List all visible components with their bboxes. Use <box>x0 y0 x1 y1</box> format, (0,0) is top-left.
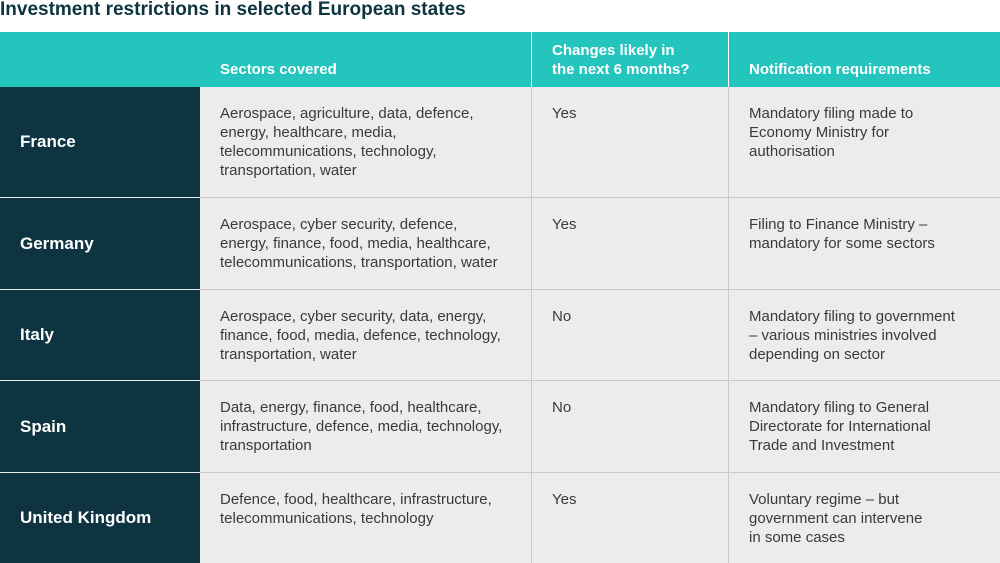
sectors-line: telecommunications, transportation, wate… <box>220 254 498 271</box>
sectors-line: Defence, food, healthcare, infrastructur… <box>220 491 492 508</box>
notification-cell: Mandatory filing to government – various … <box>728 289 1000 380</box>
changes-cell: No <box>531 289 728 380</box>
sectors-line: Aerospace, agriculture, data, defence, <box>220 105 474 122</box>
sectors-line: telecommunications, technology <box>220 510 434 527</box>
notification-line: government can intervene <box>749 510 923 527</box>
country-cell: Italy <box>0 289 200 380</box>
changes-cell: No <box>531 380 728 472</box>
changes-cell: Yes <box>531 472 728 563</box>
notification-line: Trade and Investment <box>749 437 895 454</box>
notification-cell: Mandatory filing made to Economy Ministry… <box>728 87 1000 197</box>
notification-line: depending on sector <box>749 346 885 363</box>
header-country <box>0 32 200 87</box>
header-changes: Changes likely in the next 6 months? <box>531 32 728 87</box>
sectors-line: telecommunications, technology, <box>220 143 437 160</box>
notification-line: Directorate for International <box>749 418 931 435</box>
sectors-cell: Aerospace, cyber security, defence, energ… <box>200 197 531 289</box>
notification-cell: Mandatory filing to General Directorate f… <box>728 380 1000 472</box>
sectors-cell: Aerospace, cyber security, data, energy,… <box>200 289 531 380</box>
sectors-cell: Defence, food, healthcare, infrastructur… <box>200 472 531 563</box>
header-changes-line2: the next 6 months? <box>552 61 690 78</box>
notification-line: Mandatory filing made to <box>749 105 914 122</box>
sectors-cell: Data, energy, finance, food, healthcare,… <box>200 380 531 472</box>
header-notification: Notification requirements <box>728 32 1000 87</box>
changes-cell: Yes <box>531 197 728 289</box>
sectors-line: finance, food, media, defence, technolog… <box>220 327 501 344</box>
country-cell: Spain <box>0 380 200 472</box>
sectors-line: Aerospace, cyber security, defence, <box>220 216 458 233</box>
notification-line: in some cases <box>749 529 845 546</box>
notification-line: Filing to Finance Ministry – <box>749 216 928 233</box>
notification-line: Mandatory filing to General <box>749 399 930 416</box>
country-cell: France <box>0 87 200 197</box>
sectors-line: Aerospace, cyber security, data, energy, <box>220 308 487 325</box>
notification-line: Mandatory filing to government <box>749 308 955 325</box>
sectors-line: energy, finance, food, media, healthcare… <box>220 235 491 252</box>
country-cell: United Kingdom <box>0 472 200 563</box>
sectors-line: transportation, water <box>220 162 357 179</box>
country-cell: Germany <box>0 197 200 289</box>
notification-cell: Filing to Finance Ministry – mandatory fo… <box>728 197 1000 289</box>
notification-cell: Voluntary regime – but government can int… <box>728 472 1000 563</box>
sectors-line: infrastructure, defence, media, technolo… <box>220 418 503 435</box>
sectors-cell: Aerospace, agriculture, data, defence, en… <box>200 87 531 197</box>
notification-line: Voluntary regime – but <box>749 491 900 508</box>
page-title: Investment restrictions in selected Euro… <box>0 0 466 20</box>
sectors-line: Data, energy, finance, food, healthcare, <box>220 399 482 416</box>
notification-line: mandatory for some sectors <box>749 235 935 252</box>
restrictions-table: Sectors covered Changes likely in the ne… <box>0 32 1000 563</box>
sectors-line: transportation, water <box>220 346 357 363</box>
notification-line: authorisation <box>749 143 835 160</box>
changes-cell: Yes <box>531 87 728 197</box>
notification-line: Economy Ministry for <box>749 124 890 141</box>
header-sectors: Sectors covered <box>200 32 531 87</box>
sectors-line: energy, healthcare, media, <box>220 124 397 141</box>
header-changes-line1: Changes likely in <box>552 42 675 59</box>
notification-line: – various ministries involved <box>749 327 937 344</box>
sectors-line: transportation <box>220 437 312 454</box>
